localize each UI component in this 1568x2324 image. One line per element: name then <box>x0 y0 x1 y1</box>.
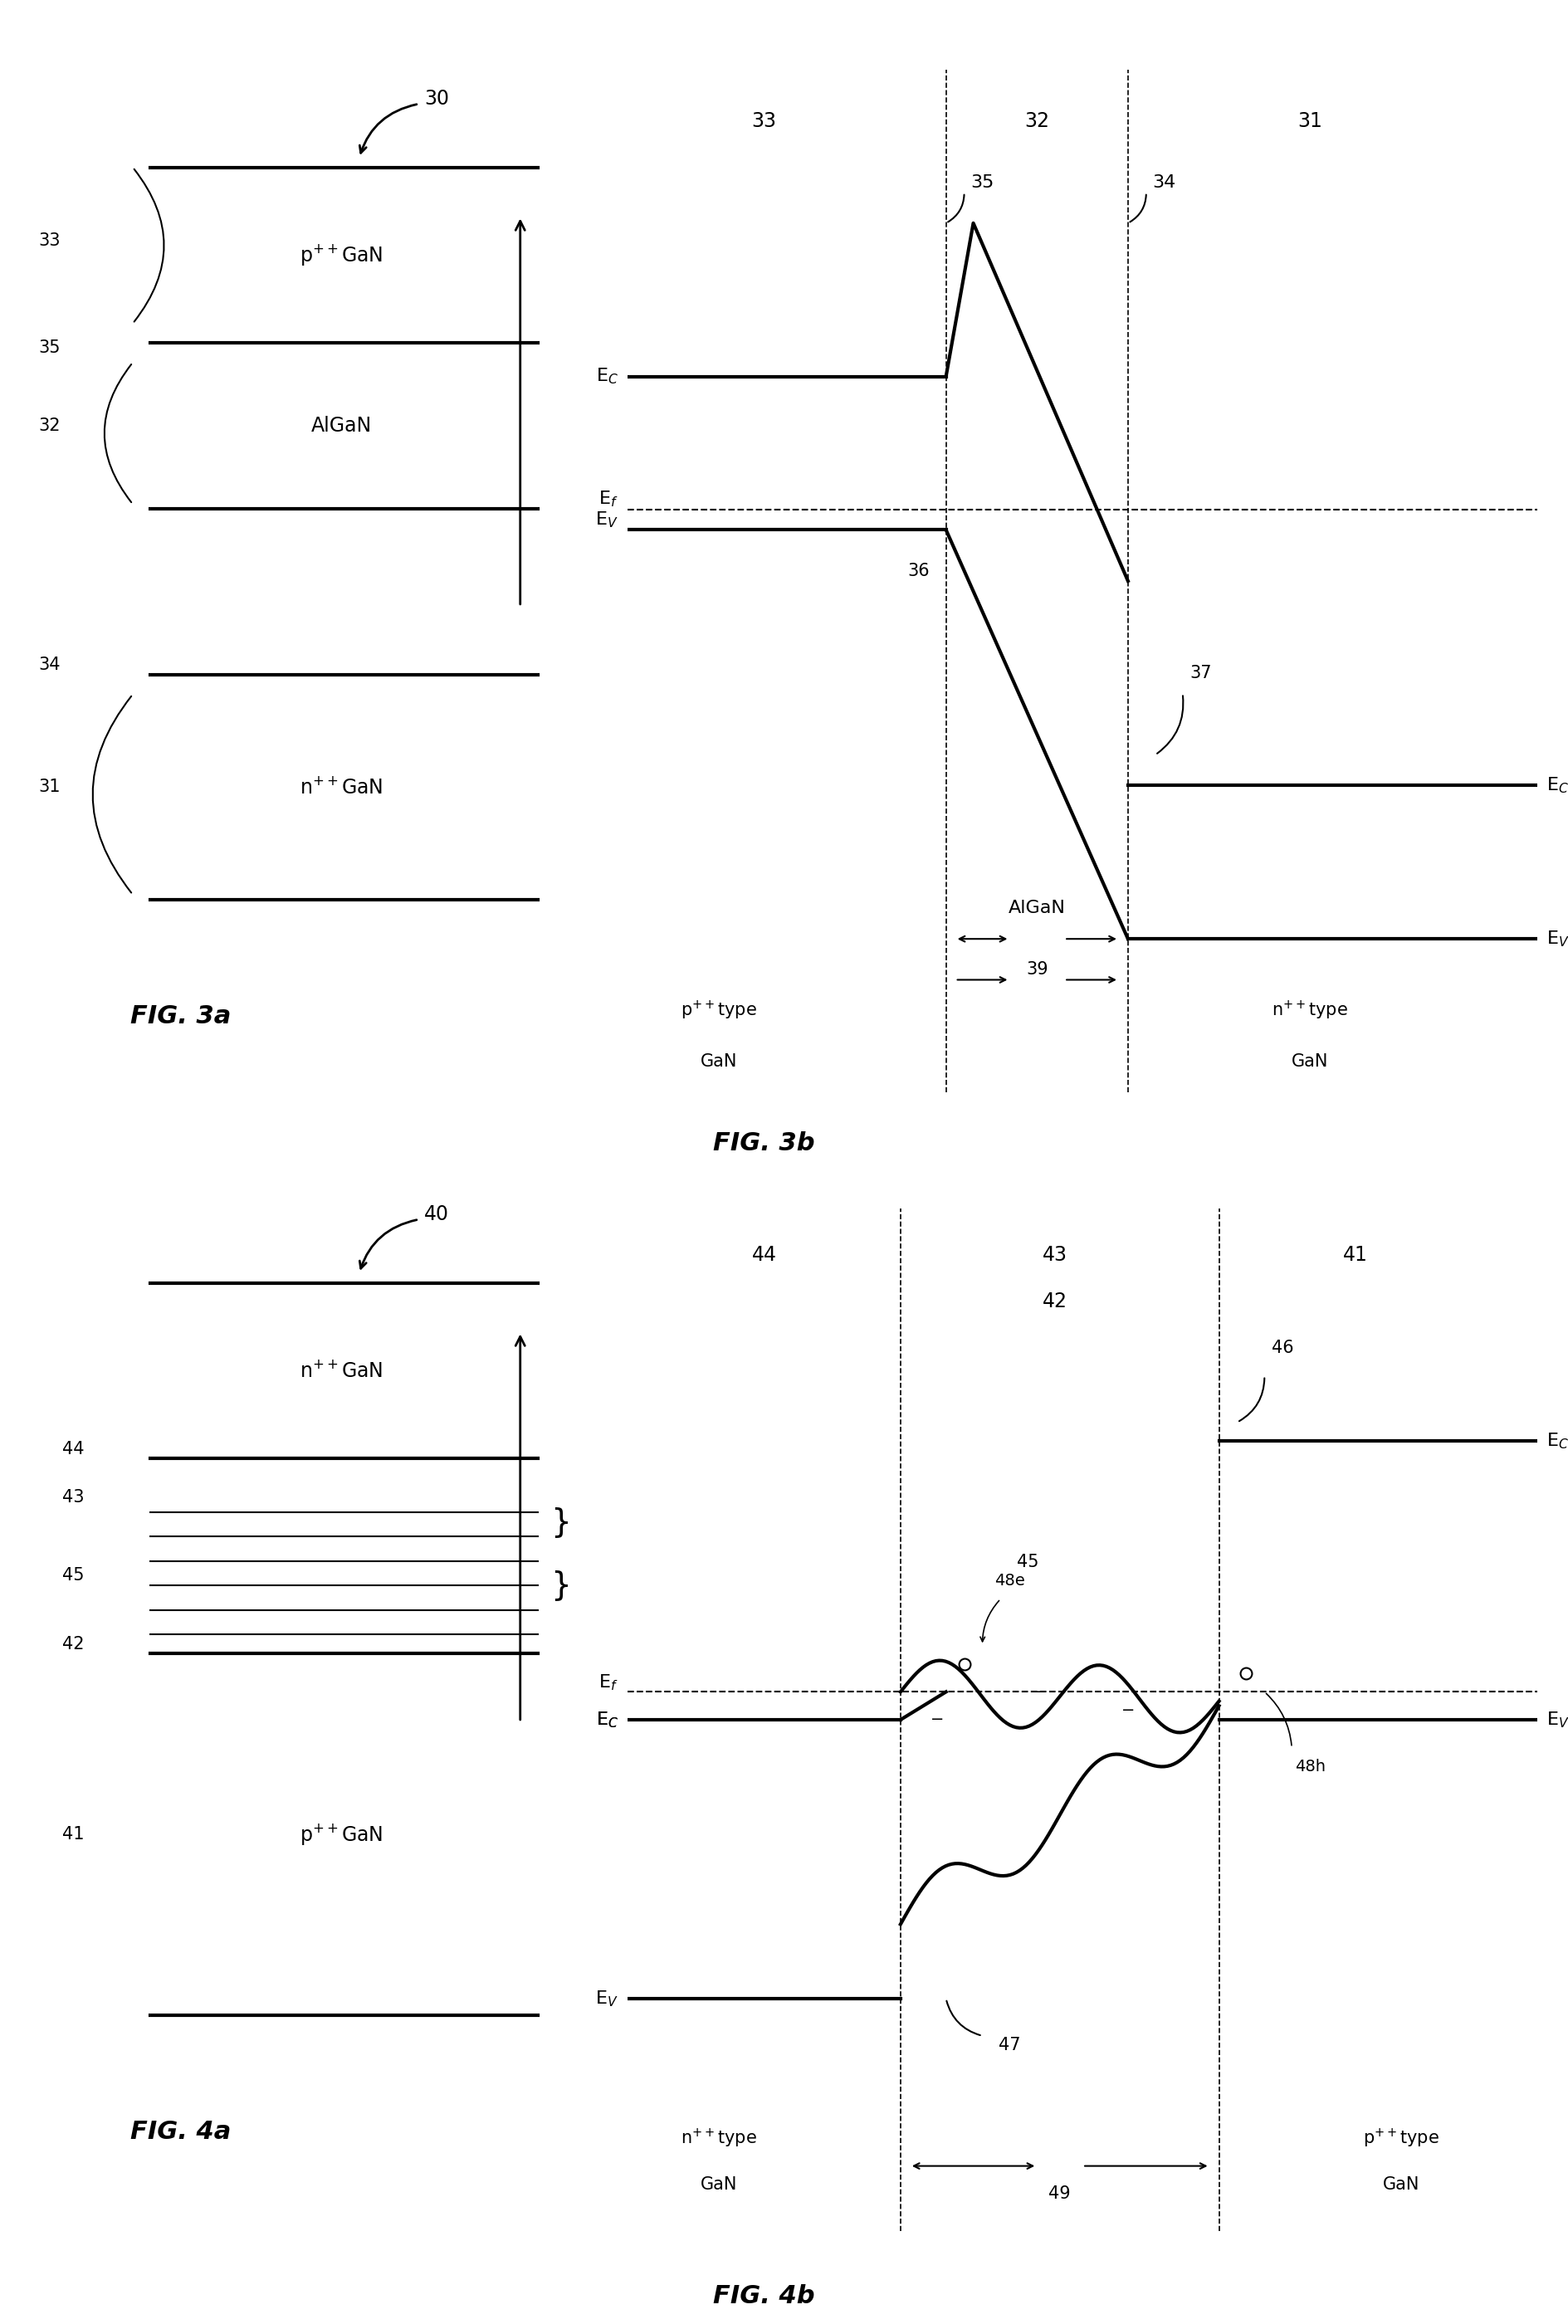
Text: E$_C$: E$_C$ <box>1546 776 1568 795</box>
Text: AlGaN: AlGaN <box>1008 899 1065 916</box>
Text: 33: 33 <box>751 112 776 130</box>
Text: 34: 34 <box>1152 174 1176 191</box>
Text: n$^{++}$GaN: n$^{++}$GaN <box>299 1360 383 1380</box>
Text: FIG. 3b: FIG. 3b <box>713 1132 814 1155</box>
Text: AlGaN: AlGaN <box>310 416 372 437</box>
Text: E$_C$: E$_C$ <box>596 1710 618 1729</box>
Text: 45: 45 <box>63 1566 85 1585</box>
Text: 49: 49 <box>1047 2185 1071 2203</box>
Text: }: } <box>550 1569 571 1601</box>
Text: GaN: GaN <box>699 1053 737 1069</box>
Text: 33: 33 <box>38 232 60 249</box>
Text: 42: 42 <box>63 1636 85 1652</box>
Text: n$^{++}$type: n$^{++}$type <box>681 2126 756 2150</box>
Text: n$^{++}$type: n$^{++}$type <box>1272 999 1347 1023</box>
Text: 35: 35 <box>971 174 994 191</box>
Text: E$_f$: E$_f$ <box>599 1673 618 1692</box>
Text: 35: 35 <box>38 339 60 356</box>
Text: 32: 32 <box>38 418 60 435</box>
Text: 44: 44 <box>751 1246 776 1264</box>
Text: E$_f$: E$_f$ <box>599 490 618 509</box>
Text: 44: 44 <box>63 1441 85 1457</box>
Text: −: − <box>1121 1703 1134 1717</box>
Text: 45: 45 <box>1016 1552 1038 1571</box>
Text: 41: 41 <box>1342 1246 1367 1264</box>
Text: p$^{++}$GaN: p$^{++}$GaN <box>299 242 383 267</box>
Text: E$_C$: E$_C$ <box>596 1710 618 1729</box>
Text: }: } <box>550 1506 571 1538</box>
Text: E$_V$: E$_V$ <box>596 509 618 530</box>
Text: 42: 42 <box>1043 1292 1068 1311</box>
Text: −: − <box>930 1713 944 1727</box>
Text: 48e: 48e <box>994 1573 1024 1587</box>
Text: FIG. 4b: FIG. 4b <box>713 2284 814 2308</box>
Text: 31: 31 <box>1297 112 1322 130</box>
Text: 31: 31 <box>38 779 60 795</box>
Text: E$_C$: E$_C$ <box>1546 1432 1568 1450</box>
Text: n$^{++}$GaN: n$^{++}$GaN <box>299 776 383 797</box>
Text: 48h: 48h <box>1294 1759 1325 1773</box>
Text: p$^{++}$type: p$^{++}$type <box>1363 2126 1438 2150</box>
Text: GaN: GaN <box>1381 2175 1419 2194</box>
Text: 43: 43 <box>63 1490 85 1506</box>
Text: 43: 43 <box>1043 1246 1068 1264</box>
Text: 47: 47 <box>999 2036 1021 2054</box>
Text: E$_V$: E$_V$ <box>1546 1710 1568 1729</box>
Text: 37: 37 <box>1189 665 1210 681</box>
Text: FIG. 4a: FIG. 4a <box>130 2119 230 2145</box>
Text: p$^{++}$GaN: p$^{++}$GaN <box>299 1822 383 1848</box>
Text: GaN: GaN <box>1290 1053 1328 1069</box>
Text: E$_V$: E$_V$ <box>596 1989 618 2008</box>
Text: E$_C$: E$_C$ <box>596 367 618 386</box>
Text: E$_V$: E$_V$ <box>1546 930 1568 948</box>
Text: 40: 40 <box>423 1204 448 1225</box>
Text: 30: 30 <box>423 88 448 109</box>
Text: 46: 46 <box>1272 1339 1294 1357</box>
Text: 36: 36 <box>908 562 930 579</box>
Text: FIG. 3a: FIG. 3a <box>130 1004 230 1030</box>
Text: 39: 39 <box>1025 962 1047 978</box>
Text: 34: 34 <box>38 658 60 674</box>
Text: GaN: GaN <box>699 2175 737 2194</box>
Text: 41: 41 <box>63 1827 85 1843</box>
Text: 32: 32 <box>1024 112 1049 130</box>
Text: −: − <box>1030 1685 1043 1699</box>
Text: p$^{++}$type: p$^{++}$type <box>681 999 756 1023</box>
